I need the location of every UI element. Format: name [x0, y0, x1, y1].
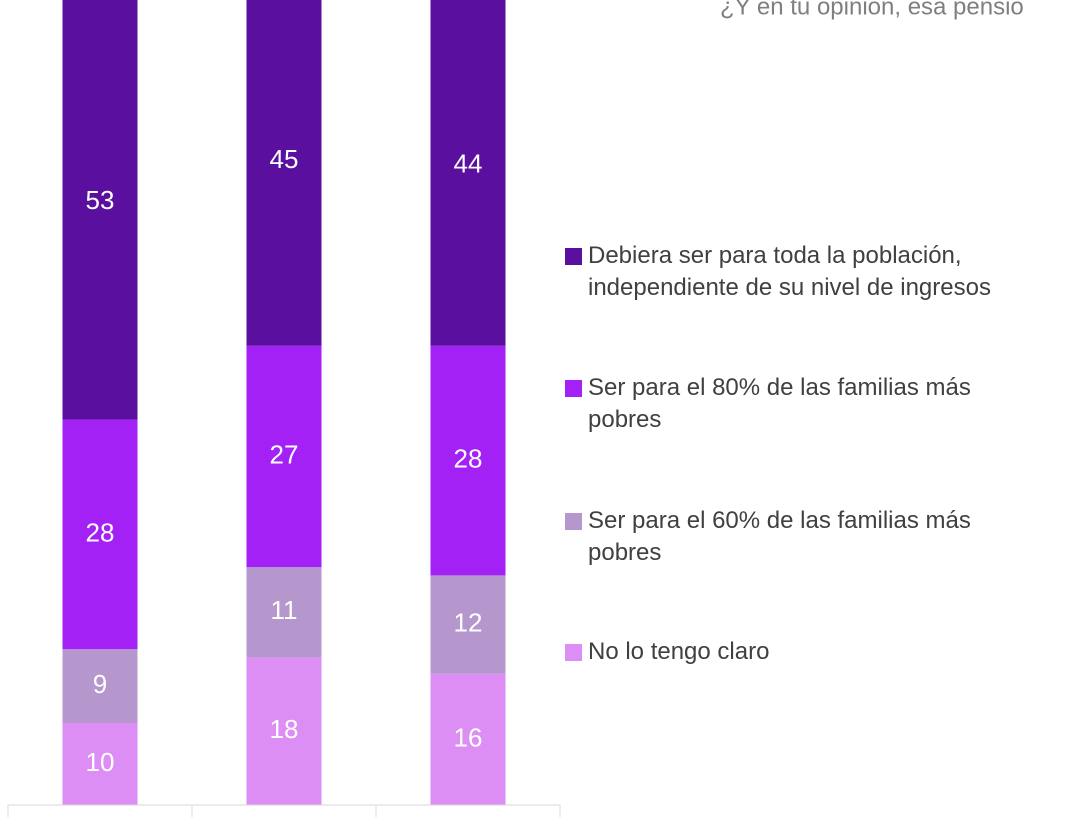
legend-swatch [565, 248, 582, 265]
legend-swatch [565, 380, 582, 397]
legend-item: Ser para el 60% de las familias más pobr… [565, 505, 1045, 569]
data-label: 16 [454, 722, 483, 752]
legend-label: Debiera ser para toda la población, inde… [588, 242, 991, 301]
data-label: 45 [270, 144, 299, 174]
legend-swatch [565, 513, 582, 530]
data-label: 44 [454, 148, 483, 178]
legend-label: Ser para el 60% de las familias más pobr… [588, 507, 971, 566]
bar-segment [62, 0, 138, 420]
data-label: 53 [86, 185, 115, 215]
bar-segment [430, 0, 506, 346]
bar-segment [246, 0, 322, 346]
legend-item: No lo tengo claro [565, 636, 1045, 668]
bar-segment [246, 345, 322, 568]
bar-segment [430, 345, 506, 576]
legend-label: Ser para el 80% de las familias más pobr… [588, 374, 971, 433]
bar-segment [430, 575, 506, 674]
bar-segment [246, 657, 322, 805]
legend-swatch [565, 644, 582, 661]
data-label: 11 [271, 595, 298, 625]
bar-segment [430, 673, 506, 805]
data-label: 28 [454, 443, 483, 473]
bar-segment [62, 649, 138, 723]
data-label: 27 [270, 439, 299, 469]
data-label: 18 [270, 714, 299, 744]
data-label: 10 [86, 747, 115, 777]
bar-segment [62, 723, 138, 805]
data-label: 9 [93, 669, 107, 699]
bar-segment [62, 419, 138, 650]
data-label: 12 [454, 607, 483, 637]
legend-item: Ser para el 80% de las familias más pobr… [565, 372, 1045, 436]
data-label: 28 [86, 517, 115, 547]
legend-item: Debiera ser para toda la población, inde… [565, 240, 1045, 304]
chart-title: ¿Y en tu opinión, esa pensió [720, 0, 1024, 20]
bar-segment [246, 567, 322, 658]
legend-label: No lo tengo claro [588, 638, 770, 665]
